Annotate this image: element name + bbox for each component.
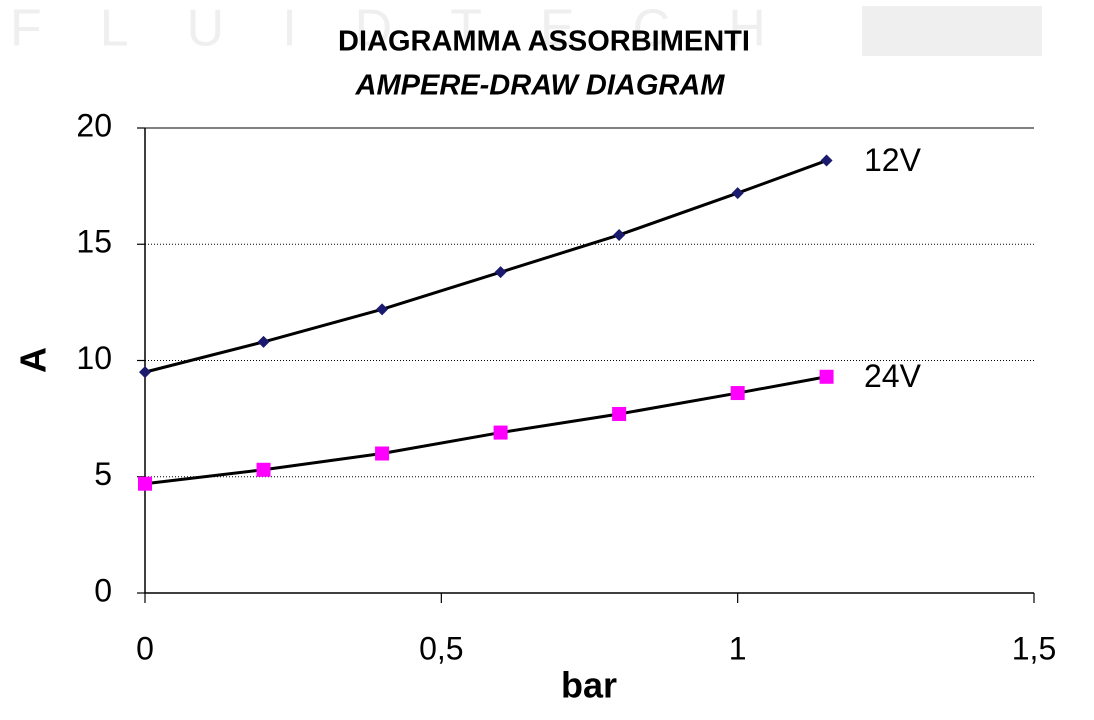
point-marker (138, 476, 152, 491)
point-marker (375, 446, 390, 461)
point-marker (613, 228, 626, 241)
point-marker (376, 303, 389, 316)
watermark-box (862, 6, 1042, 56)
point-marker (819, 369, 834, 384)
series-line (144, 159, 828, 374)
series-label: 12V (864, 142, 922, 178)
x-tick-label: 0,5 (419, 630, 463, 666)
watermark: FLUIDTECH (10, 0, 824, 58)
point-marker (612, 406, 627, 421)
point-marker (494, 266, 507, 279)
x-tick-label: 0 (136, 630, 154, 666)
point-marker (139, 366, 151, 379)
y-axis-label: A (13, 347, 54, 373)
y-tick-label: 5 (94, 456, 112, 492)
point-marker (730, 386, 745, 401)
point-marker (731, 187, 744, 200)
series-label: 24V (864, 358, 922, 394)
x-axis-label: bar (561, 665, 617, 706)
point-marker (257, 335, 270, 348)
point-marker (820, 154, 833, 167)
point-marker (256, 462, 271, 477)
y-tick-label: 10 (76, 340, 112, 376)
y-tick-label: 15 (76, 224, 112, 260)
chart-title: DIAGRAMMA ASSORBIMENTI (338, 26, 750, 58)
y-tick-label: 0 (94, 572, 112, 608)
y-tick-label: 20 (76, 107, 112, 143)
x-tick-label: 1 (729, 630, 747, 666)
series-line (144, 375, 827, 486)
point-marker (493, 425, 508, 440)
x-tick-label: 1,5 (1012, 630, 1056, 666)
chart-subtitle: AMPERE-DRAW DIAGRAM (355, 70, 726, 102)
